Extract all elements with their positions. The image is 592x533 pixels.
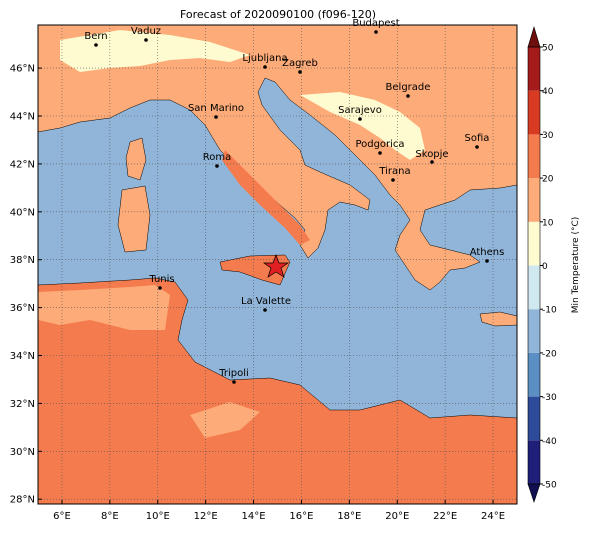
colorbar-tick-label: 40 <box>542 87 554 97</box>
colorbar-band <box>528 221 540 266</box>
colorbar-tick-label: 0 <box>542 262 548 272</box>
x-tick-label: 16°E <box>289 511 313 522</box>
city-label: Skopje <box>415 149 448 160</box>
colorbar-tick-label: -40 <box>542 437 557 447</box>
island <box>219 254 291 286</box>
x-tick-label: 8°E <box>101 511 119 522</box>
city-dot <box>215 164 219 168</box>
y-tick-label: 46°N <box>10 64 35 75</box>
x-tick-label: 14°E <box>242 511 266 522</box>
colorbar-tick-label: 30 <box>542 131 554 141</box>
colorbar-tick-label: -10 <box>542 306 557 316</box>
colorbar-tick-label: -30 <box>542 393 557 403</box>
colorbar-tick-label: 50 <box>542 44 554 54</box>
city-dot <box>298 70 302 74</box>
colorbar-over <box>527 25 541 48</box>
star <box>262 254 290 278</box>
city-label: San Marino <box>188 103 244 114</box>
y-tick-label: 44°N <box>10 112 35 123</box>
city-dot <box>158 286 162 290</box>
colorbar-under <box>527 483 541 503</box>
colorbar-band <box>528 265 540 310</box>
city-label: Vaduz <box>131 26 161 37</box>
x-tick-label: 22°E <box>433 511 457 522</box>
city-dot <box>475 145 479 149</box>
city-dot <box>485 259 489 263</box>
city-dot <box>232 380 236 384</box>
x-tick-label: 10°E <box>146 511 170 522</box>
colorbar: -50 -40 -30 -20 -10 0 10 20 30 40 50 <box>527 25 557 503</box>
y-tick-label: 38°N <box>10 255 35 266</box>
x-tick-label: 12°E <box>194 511 218 522</box>
city-label: Ljubljana <box>242 53 287 64</box>
city-label: Belgrade <box>386 82 431 93</box>
city-label: Budapest <box>352 18 399 29</box>
alps <box>60 30 250 72</box>
balkan-high <box>300 92 425 160</box>
colorbar-band <box>528 47 540 91</box>
y-tick-label: 40°N <box>10 207 35 218</box>
city-label: Athens <box>470 247 505 258</box>
colorbar-label: Min Temperature (°C) <box>571 217 581 314</box>
city-dot <box>430 160 434 164</box>
cities: Bern Vaduz Budapest Ljubljana Zagreb Bel… <box>84 18 504 384</box>
city-dot <box>378 151 382 155</box>
x-tick-label: 18°E <box>337 511 361 522</box>
city-label: Zagreb <box>282 58 318 69</box>
colorbar-band <box>528 134 540 179</box>
colorbar-tick-label: 10 <box>542 218 554 228</box>
y-tick-label: 42°N <box>10 159 35 170</box>
colorbar-band <box>528 178 540 222</box>
map-body <box>38 25 517 504</box>
title: Forecast of 2020090100 (f096-120) <box>180 8 376 21</box>
colorbar-band <box>528 309 540 353</box>
city-label: La Valette <box>241 296 291 307</box>
x-tick-label: 6°E <box>53 511 71 522</box>
colorbar-tick-label: -20 <box>542 349 557 359</box>
city-label: Bern <box>84 31 107 42</box>
city-dot <box>374 30 378 34</box>
colorbar-band <box>528 440 540 484</box>
city-dot <box>263 65 267 69</box>
city-dot <box>358 117 362 121</box>
colorbar-tick-label: 20 <box>542 175 554 185</box>
y-tick-label: 32°N <box>10 399 35 410</box>
y-tick-label: 36°N <box>10 303 35 314</box>
colorbar-band <box>528 396 540 441</box>
island <box>479 311 517 327</box>
colorbar-band <box>528 352 540 397</box>
city-label: Sarajevo <box>338 105 382 116</box>
city-dot <box>263 308 267 312</box>
city-label: Sofia <box>465 133 490 144</box>
x-tick-label: 20°E <box>385 511 409 522</box>
city-label: Roma <box>203 152 232 163</box>
colorbar-tick-label: -50 <box>542 481 557 491</box>
city-label: Tirana <box>378 166 410 177</box>
y-tick-label: 34°N <box>10 351 35 362</box>
city-dot <box>94 43 98 47</box>
island <box>125 137 147 181</box>
city-label: Tunis <box>148 274 174 285</box>
island <box>117 185 151 253</box>
colorbar-band <box>528 90 540 135</box>
africa-patch <box>190 402 260 438</box>
city-dot <box>214 115 218 119</box>
city-dot <box>391 178 395 182</box>
city-label: Tripoli <box>218 368 249 379</box>
map-frame <box>37 24 518 505</box>
y-tick-label: 28°N <box>10 495 35 506</box>
city-dot <box>406 94 410 98</box>
coast-warm <box>222 150 310 245</box>
x-tick-label: 24°E <box>481 511 505 522</box>
grid <box>38 25 517 504</box>
city-dot <box>144 38 148 42</box>
y-tick-label: 30°N <box>10 447 35 458</box>
city-label: Podgorica <box>355 139 404 150</box>
